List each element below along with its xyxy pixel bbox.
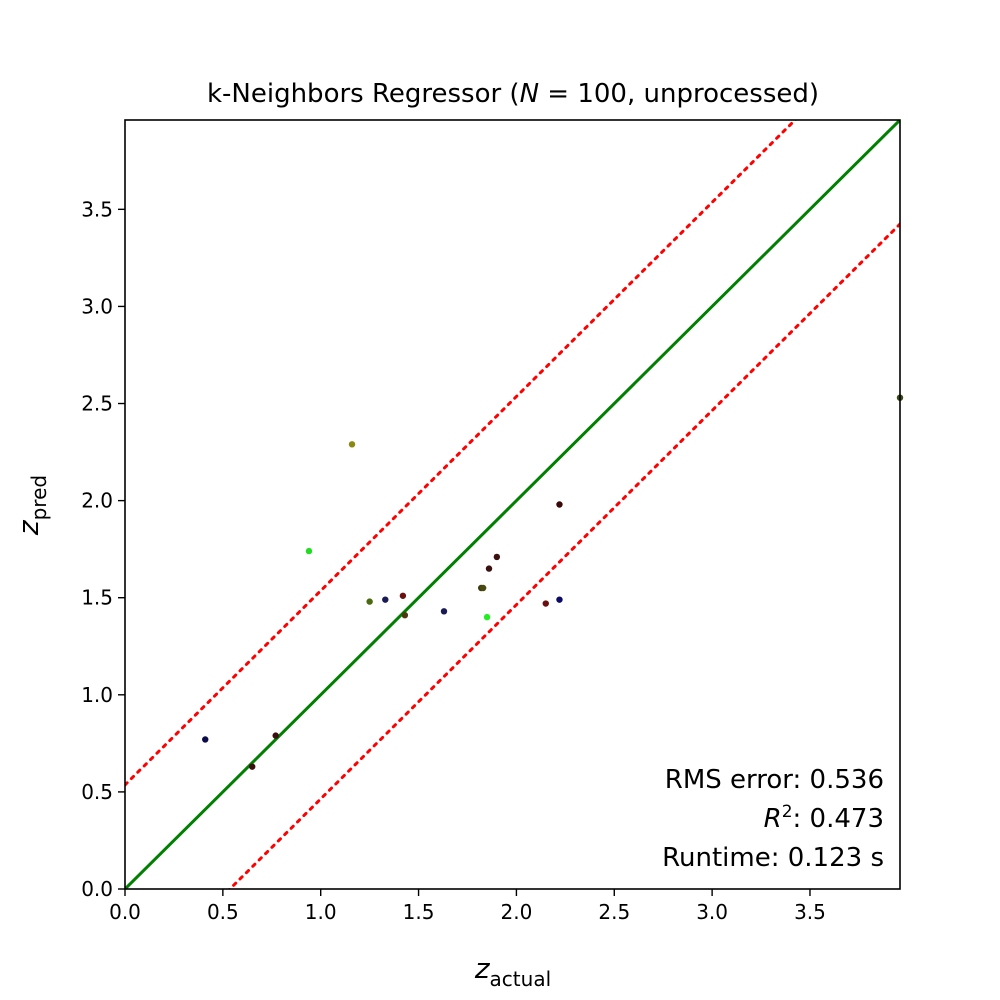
reference-line-upper-bound [125, 120, 798, 787]
plot-frame [124, 119, 901, 890]
data-point [483, 613, 491, 621]
x-axis-ticks: 0.0 0.5 1.0 1.5 2.0 2.5 3.0 3.5 [109, 889, 826, 924]
data-point [556, 501, 563, 508]
rms-error-text: RMS error: 0.536 [665, 765, 884, 795]
data-point [401, 611, 409, 619]
runtime-text: Runtime: 0.123 s [662, 843, 884, 873]
data-points [202, 394, 904, 770]
data-point [556, 596, 563, 603]
data-point [399, 592, 407, 599]
x-tick-label: 0.0 [109, 900, 141, 924]
data-point [382, 596, 389, 603]
y-tick-label: 1.0 [81, 683, 113, 707]
reference-lines [125, 120, 900, 889]
y-tick-label: 0.0 [81, 877, 113, 901]
reference-line-lower-bound [227, 222, 900, 889]
data-point [202, 736, 209, 743]
x-tick-label: 1.5 [403, 900, 435, 924]
y-tick-label: 2.5 [81, 392, 113, 416]
y-axis-label: zpred [12, 475, 51, 536]
data-point [479, 584, 487, 592]
data-point [366, 598, 373, 605]
stats-annotation: RMS error: 0.536 R2: 0.473 Runtime: 0.12… [662, 765, 884, 873]
data-point [249, 763, 256, 770]
x-tick-label: 3.5 [794, 900, 826, 924]
data-point [305, 547, 313, 555]
x-axis-label: zactual [474, 952, 551, 991]
y-axis-ticks: 0.0 0.5 1.0 1.5 2.0 2.5 3.0 3.5 [81, 197, 125, 901]
data-point [348, 441, 356, 448]
x-tick-label: 2.0 [501, 900, 533, 924]
data-point [272, 732, 279, 739]
y-tick-label: 0.5 [81, 780, 113, 804]
x-tick-label: 0.5 [207, 900, 239, 924]
r-squared-text: R2: 0.473 [764, 802, 884, 834]
data-point [493, 553, 501, 561]
chart-title: k-Neighbors Regressor (N = 100, unproces… [207, 79, 819, 109]
data-point [485, 565, 493, 572]
data-point [542, 600, 549, 607]
reference-line-identity [125, 120, 900, 889]
y-tick-label: 1.5 [81, 586, 113, 610]
x-tick-label: 3.0 [696, 900, 728, 924]
x-tick-label: 2.5 [598, 900, 630, 924]
y-tick-label: 2.0 [81, 489, 113, 513]
y-tick-label: 3.5 [81, 197, 113, 221]
data-point [440, 608, 448, 615]
y-tick-label: 3.0 [81, 294, 113, 318]
x-tick-label: 1.0 [305, 900, 337, 924]
